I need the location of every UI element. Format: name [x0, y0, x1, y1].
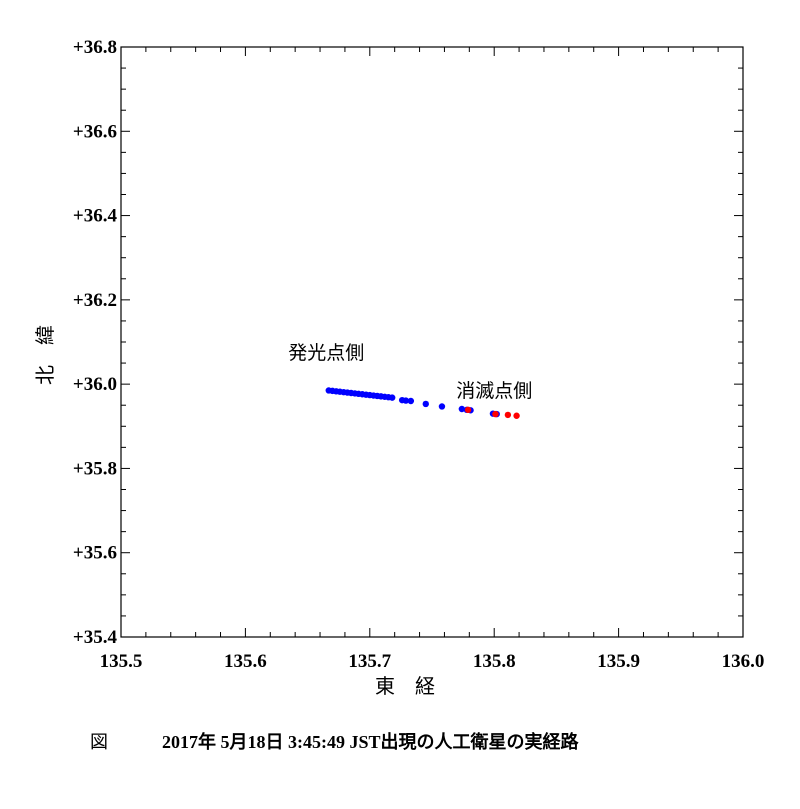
x-tick-label: 135.8: [473, 651, 516, 672]
data-point-red: [492, 410, 499, 418]
y-tick-label: +36.4: [73, 206, 118, 227]
y-tick-label: +35.8: [73, 458, 117, 479]
x-tick-label: 136.0: [722, 651, 765, 672]
data-point-red: [513, 412, 520, 419]
caption-text: 2017年 5月18日 3:45:49 JST出現の人工衛星の実経路: [162, 732, 579, 752]
x-tick-label: 135.9: [597, 651, 640, 672]
x-tick-label: 135.7: [348, 651, 391, 672]
data-point-red: [504, 411, 512, 419]
plot-frame: [120, 46, 744, 638]
y-tick-label: +36.0: [73, 374, 117, 395]
x-tick-label: 135.6: [224, 651, 267, 672]
y-axis-title: 北 緯: [33, 325, 57, 385]
data-point-blue: [438, 403, 446, 410]
ticks: [120, 46, 744, 638]
data-point-blue: [458, 405, 466, 413]
y-tick-label: +36.6: [73, 121, 117, 142]
tick-labels: 135.5 135.6 135.7 135.8 135.9 136.0 +35.4 +35.6…: [73, 37, 764, 672]
figure-label: 図: [90, 732, 108, 753]
y-tick-label: +36.8: [73, 37, 117, 58]
annotation-end-side: 消滅点側: [456, 380, 532, 402]
data-point-blue: [402, 397, 410, 404]
annotation-start-side: 発光点側: [288, 342, 364, 364]
y-tick-label: +35.4: [73, 627, 118, 648]
data-point-blue: [388, 394, 396, 401]
data-point-blue: [422, 400, 429, 408]
x-axis-title: 東 経: [375, 674, 435, 698]
chart: 135.5 135.6 135.7 135.8 135.9 136.0 +35.4 +35.6…: [33, 37, 764, 698]
y-tick-label: +35.6: [73, 543, 117, 564]
x-tick-label: 135.5: [100, 651, 143, 672]
data-point-red: [464, 406, 472, 414]
y-tick-label: +36.2: [73, 290, 117, 311]
data-point-blue: [407, 397, 415, 405]
data-points: [325, 387, 520, 419]
